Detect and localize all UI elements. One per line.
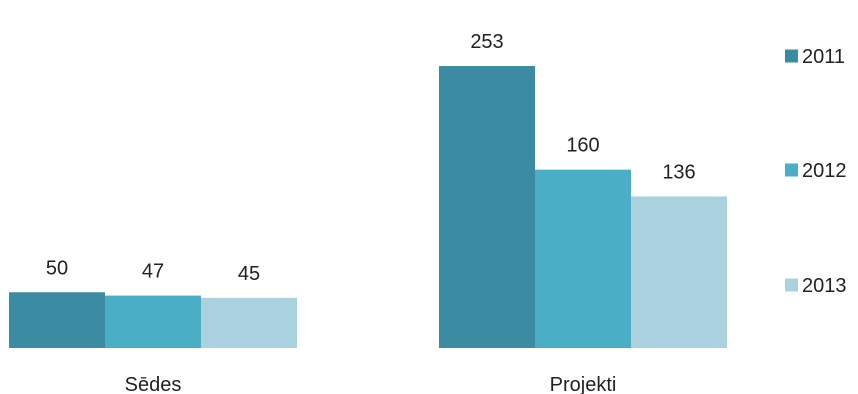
bar-2013-sedes — [201, 297, 297, 348]
bar-2013-projekti — [631, 196, 727, 348]
bar-2012-sedes — [105, 295, 201, 348]
category-label-projekti: Projekti — [550, 374, 617, 394]
legend-swatch-2011 — [785, 49, 798, 63]
data-label-2013-projekti: 136 — [662, 161, 695, 183]
bar-2012-projekti — [535, 169, 631, 348]
bar-2011-projekti — [439, 66, 535, 348]
category-label-sedes: Sēdes — [125, 374, 182, 394]
legend-swatch-2013 — [785, 278, 798, 292]
legend-label-2012: 2012 — [802, 160, 847, 182]
data-label-2011-sedes: 50 — [46, 257, 68, 279]
data-label-2012-projekti: 160 — [566, 135, 599, 157]
data-label-2012-sedes: 47 — [142, 261, 164, 283]
data-label-2011-projekti: 253 — [470, 31, 503, 53]
legend-label-2013: 2013 — [802, 275, 847, 297]
data-label-2013-sedes: 45 — [238, 263, 260, 285]
legend-swatch-2012 — [785, 163, 798, 177]
bar-2011-sedes — [9, 292, 105, 348]
legend-label-2011: 2011 — [802, 46, 845, 68]
